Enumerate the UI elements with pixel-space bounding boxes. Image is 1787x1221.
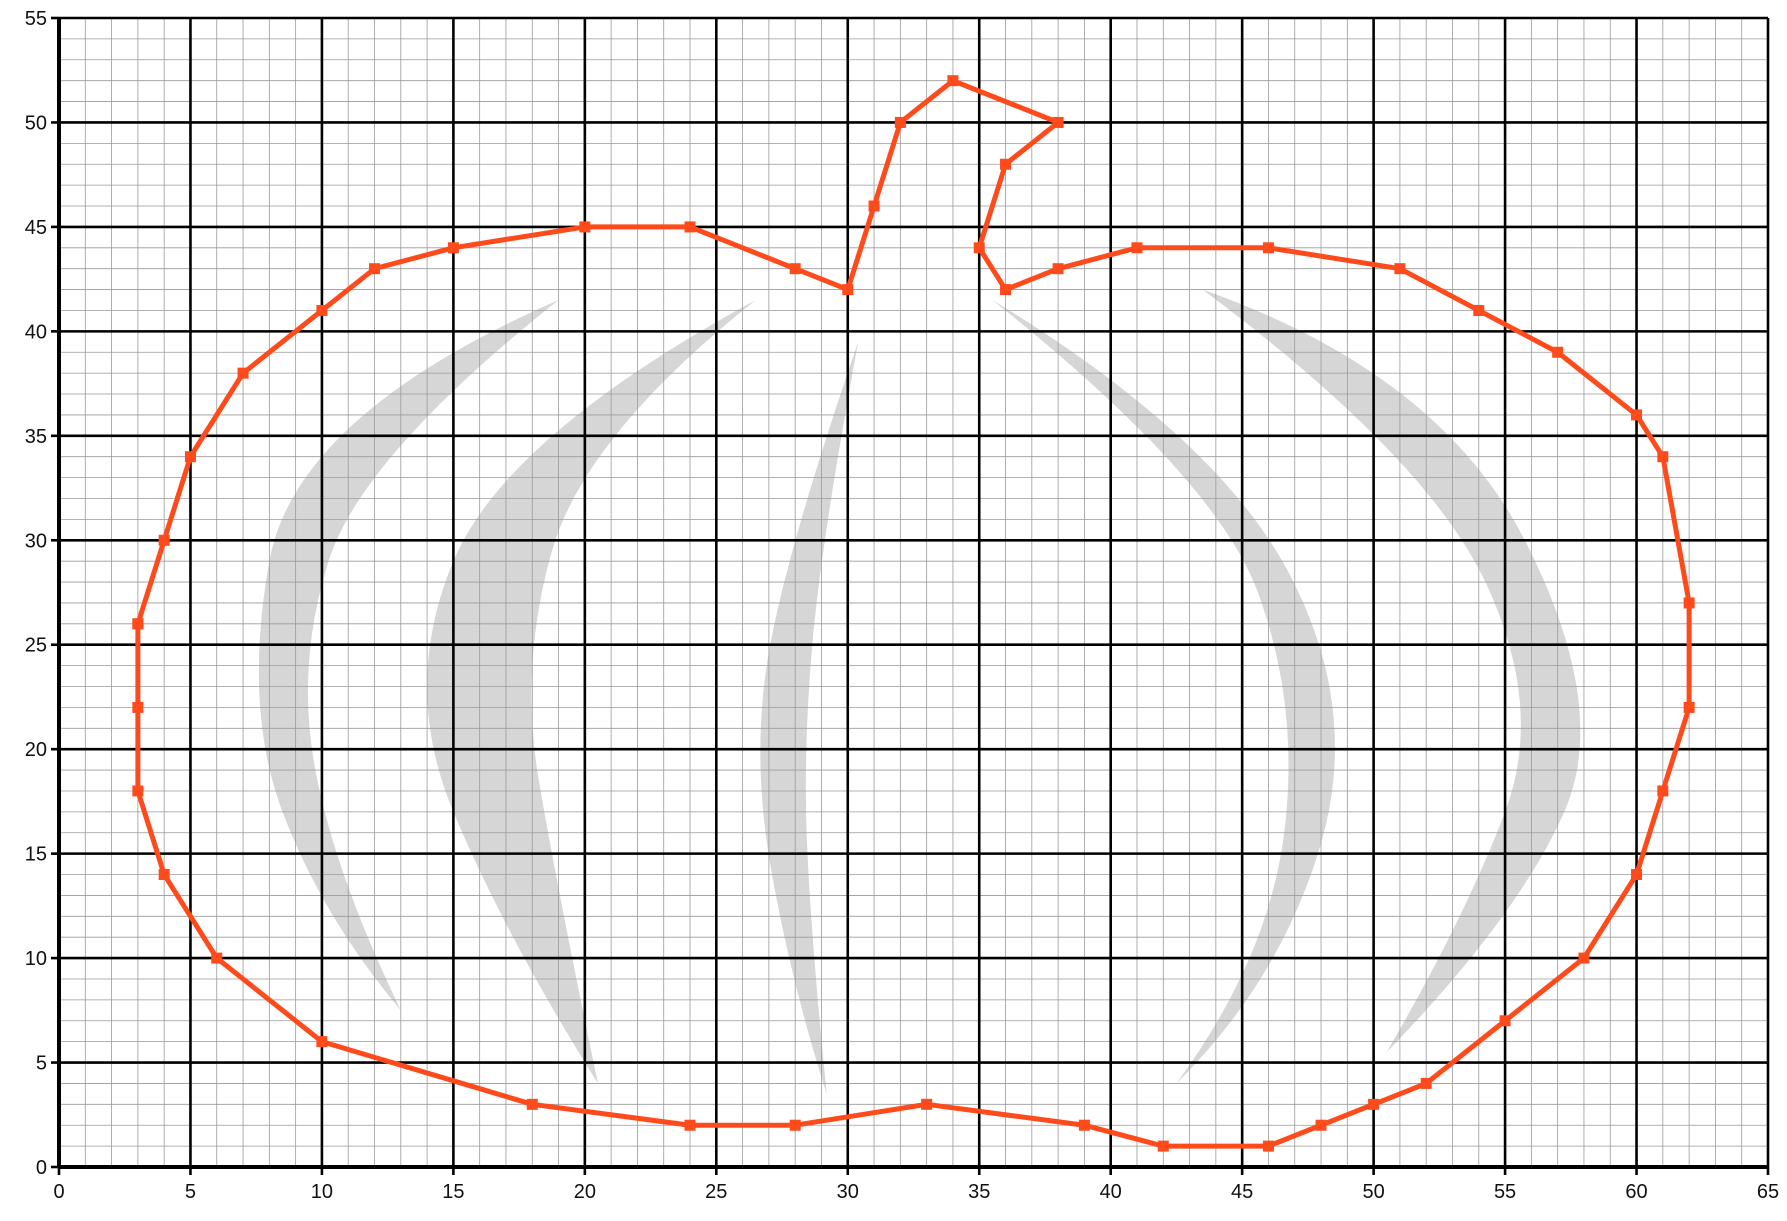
data-point <box>158 869 170 881</box>
data-point <box>158 534 170 546</box>
data-point <box>1157 1140 1169 1152</box>
y-tick-label-0: 0 <box>36 1157 47 1179</box>
data-point <box>1631 869 1643 881</box>
data-point <box>1262 242 1274 254</box>
data-point <box>1315 1119 1327 1131</box>
data-point <box>1657 785 1669 797</box>
data-point <box>316 304 328 316</box>
pumpkin-rib-5 <box>1202 289 1581 1053</box>
data-point <box>1052 116 1064 128</box>
data-point <box>1368 1098 1380 1110</box>
data-point <box>973 242 985 254</box>
x-tick-label-15: 15 <box>442 1181 464 1203</box>
pumpkin-ribs <box>258 289 1581 1094</box>
x-tick-label-65: 65 <box>1757 1181 1779 1203</box>
data-point <box>132 785 144 797</box>
data-point <box>868 200 880 212</box>
data-point <box>1078 1119 1090 1131</box>
data-point <box>921 1098 933 1110</box>
minor-grid <box>59 18 1768 1167</box>
data-point <box>1394 263 1406 275</box>
data-point <box>184 451 196 463</box>
data-point <box>1131 242 1143 254</box>
data-point <box>1499 1015 1511 1027</box>
data-point <box>1683 597 1695 609</box>
x-tick-label-10: 10 <box>311 1181 333 1203</box>
x-tick-label-0: 0 <box>53 1181 64 1203</box>
x-tick-label-60: 60 <box>1625 1181 1647 1203</box>
data-point <box>1000 158 1012 170</box>
data-point <box>1578 952 1590 964</box>
data-point <box>1420 1077 1432 1089</box>
data-point <box>684 1119 696 1131</box>
x-tick-label-25: 25 <box>705 1181 727 1203</box>
pumpkin-rib-2 <box>427 300 756 1084</box>
y-tick-label-50: 50 <box>25 112 47 134</box>
data-point <box>211 952 223 964</box>
tick-labels: 0 5 10 15 20 25 30 35 40 45 50 55 60 65 0 5 10 15 20 25 30 35… <box>25 8 1779 1203</box>
x-tick-label-40: 40 <box>1100 1181 1122 1203</box>
x-tick-label-55: 55 <box>1494 1181 1516 1203</box>
y-tick-label-30: 30 <box>25 530 47 552</box>
x-tick-label-45: 45 <box>1231 1181 1253 1203</box>
data-point <box>1552 346 1564 358</box>
data-point <box>447 242 459 254</box>
data-point <box>1262 1140 1274 1152</box>
data-point <box>1000 284 1012 296</box>
data-point <box>316 1036 328 1048</box>
data-point <box>132 701 144 713</box>
data-point <box>947 75 959 87</box>
data-point <box>1683 701 1695 713</box>
pumpkin-rib-3 <box>760 341 859 1094</box>
y-tick-label-20: 20 <box>25 739 47 761</box>
y-tick-label-35: 35 <box>25 426 47 448</box>
data-point <box>526 1098 538 1110</box>
y-tick-label-10: 10 <box>25 948 47 970</box>
y-tick-label-45: 45 <box>25 217 47 239</box>
data-point <box>1631 409 1643 421</box>
data-point <box>1657 451 1669 463</box>
y-tick-label-15: 15 <box>25 844 47 866</box>
x-tick-label-5: 5 <box>185 1181 196 1203</box>
series-layer <box>132 75 1695 1152</box>
data-point <box>1473 304 1485 316</box>
data-point <box>237 367 249 379</box>
series-line-1 <box>135 78 1692 1149</box>
data-point <box>1052 263 1064 275</box>
data-point <box>789 263 801 275</box>
data-point <box>842 284 854 296</box>
data-point <box>789 1119 801 1131</box>
data-point <box>579 221 591 233</box>
y-tick-label-25: 25 <box>25 635 47 657</box>
data-point <box>894 116 906 128</box>
data-point <box>684 221 696 233</box>
y-tick-label-55: 55 <box>25 8 47 30</box>
data-point <box>132 618 144 630</box>
y-tick-label-40: 40 <box>25 321 47 343</box>
x-tick-label-20: 20 <box>574 1181 596 1203</box>
x-tick-label-35: 35 <box>968 1181 990 1203</box>
axes <box>51 16 1770 1175</box>
data-point <box>369 263 381 275</box>
x-tick-label-50: 50 <box>1362 1181 1384 1203</box>
y-tick-label-5: 5 <box>36 1053 47 1075</box>
x-tick-label-30: 30 <box>837 1181 859 1203</box>
